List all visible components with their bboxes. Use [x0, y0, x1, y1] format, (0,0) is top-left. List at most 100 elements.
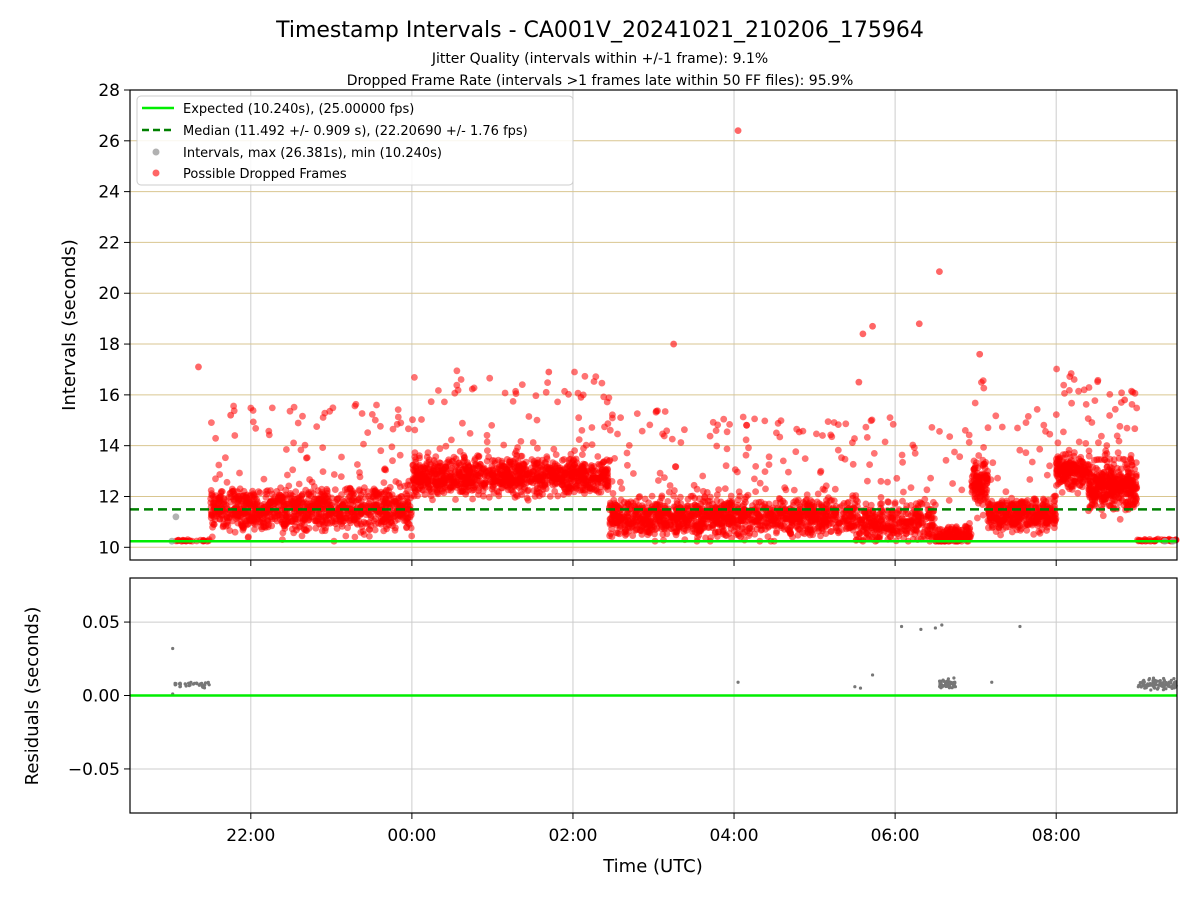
- dropped-frame-point: [525, 413, 533, 420]
- dropped-frame-point: [751, 415, 758, 423]
- dropped-frame-point: [630, 517, 638, 525]
- dropped-frame-point: [226, 490, 234, 497]
- dropped-frame-point: [606, 456, 614, 464]
- dropped-frame-point: [530, 487, 538, 495]
- dropped-frame-point: [1046, 462, 1053, 470]
- dropped-frame-point: [318, 485, 326, 493]
- dropped-frame-point: [930, 498, 937, 506]
- dropped-frame-point: [1035, 528, 1043, 535]
- dropped-frame-point: [327, 510, 334, 518]
- dropped-frame-point: [841, 519, 849, 527]
- dropped-frame-point: [352, 400, 360, 408]
- dropped-frame-point: [945, 497, 953, 504]
- dropped-frame-point: [500, 441, 508, 449]
- dropped-frame-point: [765, 453, 773, 461]
- dropped-frame-point: [989, 459, 997, 467]
- dropped-frame-point: [518, 381, 526, 388]
- dropped-frame-point: [881, 524, 889, 532]
- dropped-frame-point: [208, 419, 215, 426]
- dropped-frame-point: [667, 525, 675, 532]
- dropped-frame-point: [677, 493, 684, 501]
- dropped-frame-point: [1043, 527, 1050, 534]
- dropped-frame-point: [514, 464, 522, 472]
- dropped-frame-point: [799, 529, 806, 536]
- dropped-frame-point: [301, 441, 309, 449]
- dropped-frame-point: [1024, 501, 1032, 509]
- dropped-frame-point: [987, 514, 994, 521]
- dropped-frame-point: [888, 521, 895, 529]
- dropped-frame-point: [991, 501, 999, 509]
- dropped-frame-point: [1133, 404, 1141, 412]
- dropped-frame-point: [365, 519, 373, 526]
- dropped-frame-point: [682, 510, 690, 518]
- dropped-frame-point: [426, 456, 433, 464]
- dropped-frame-point: [397, 419, 405, 427]
- dropped-frame-point: [672, 531, 680, 539]
- dropped-frame-point: [752, 463, 760, 470]
- dropped-frame-point: [1060, 428, 1067, 436]
- dropped-frame-point: [542, 388, 550, 396]
- dropped-frame-point: [381, 518, 389, 526]
- dropped-frame-point: [289, 466, 297, 474]
- dropped-frame-point: [385, 487, 392, 494]
- dropped-frame-point: [343, 514, 350, 522]
- dropped-frame-point: [1051, 492, 1059, 500]
- dropped-frame-point: [799, 522, 806, 530]
- dropped-frame-point: [1036, 445, 1044, 453]
- dropped-frame-point: [409, 476, 417, 484]
- dropped-frame-point: [661, 408, 669, 415]
- dropped-frame-point: [617, 478, 624, 486]
- dropped-frame-point: [668, 514, 676, 521]
- dropped-frame-point: [366, 526, 373, 534]
- dropped-frame-point: [559, 456, 566, 464]
- dropped-frame-point: [539, 471, 547, 478]
- dropped-frame-point: [277, 484, 284, 492]
- dropped-frame-point: [899, 497, 906, 505]
- dropped-frame-point: [1052, 411, 1060, 418]
- dropped-frame-point: [1017, 499, 1025, 507]
- dropped-frame-point: [881, 438, 889, 446]
- dropped-frame-point: [1065, 446, 1073, 454]
- dropped-frame-point: [1076, 482, 1084, 489]
- dropped-frame-point: [539, 490, 546, 498]
- dropped-frame-point: [588, 441, 596, 448]
- dropped-frame-point: [1003, 497, 1010, 505]
- dropped-frame-point: [1060, 467, 1067, 474]
- dropped-frame-point: [722, 462, 730, 470]
- dropped-frame-point: [877, 500, 884, 508]
- dropped-frame-point: [714, 421, 722, 429]
- dropped-frame-point: [699, 472, 707, 480]
- dropped-frame-point: [431, 459, 439, 467]
- dropped-frame-point: [294, 419, 302, 427]
- dropped-frame-point: [828, 496, 835, 504]
- dropped-frame-point: [727, 492, 735, 500]
- dropped-frame-point: [1111, 405, 1119, 413]
- dropped-frame-point: [1050, 499, 1058, 506]
- dropped-frame-point: [1026, 476, 1034, 483]
- dropped-frame-point: [429, 496, 436, 504]
- dropped-frame-point: [483, 431, 491, 439]
- dropped-frame-point: [483, 438, 491, 446]
- dropped-frame-point: [1002, 513, 1009, 521]
- dropped-frame-point: [1082, 401, 1090, 408]
- dropped-frame-point: [594, 453, 602, 460]
- dropped-frame-point: [853, 531, 860, 539]
- dropped-frame-point: [552, 451, 560, 458]
- dropped-frame-point: [893, 474, 901, 482]
- dropped-frame-point: [512, 447, 520, 455]
- dropped-frame-point: [358, 410, 366, 417]
- dropped-frame-point: [739, 413, 747, 421]
- dropped-frame-point: [625, 442, 633, 449]
- dropped-frame-point: [328, 494, 336, 502]
- dropped-frame-point: [822, 517, 829, 525]
- dropped-frame-point: [899, 458, 906, 466]
- dropped-frame-point: [638, 427, 646, 435]
- dropped-frame-point: [853, 519, 860, 526]
- dropped-frame-point: [655, 517, 663, 525]
- dropped-frame-point: [266, 498, 274, 506]
- dropped-frame-point: [290, 529, 298, 537]
- dropped-frame-point: [1022, 419, 1030, 426]
- dropped-frame-point: [1068, 399, 1075, 407]
- dropped-frame-point: [801, 455, 809, 462]
